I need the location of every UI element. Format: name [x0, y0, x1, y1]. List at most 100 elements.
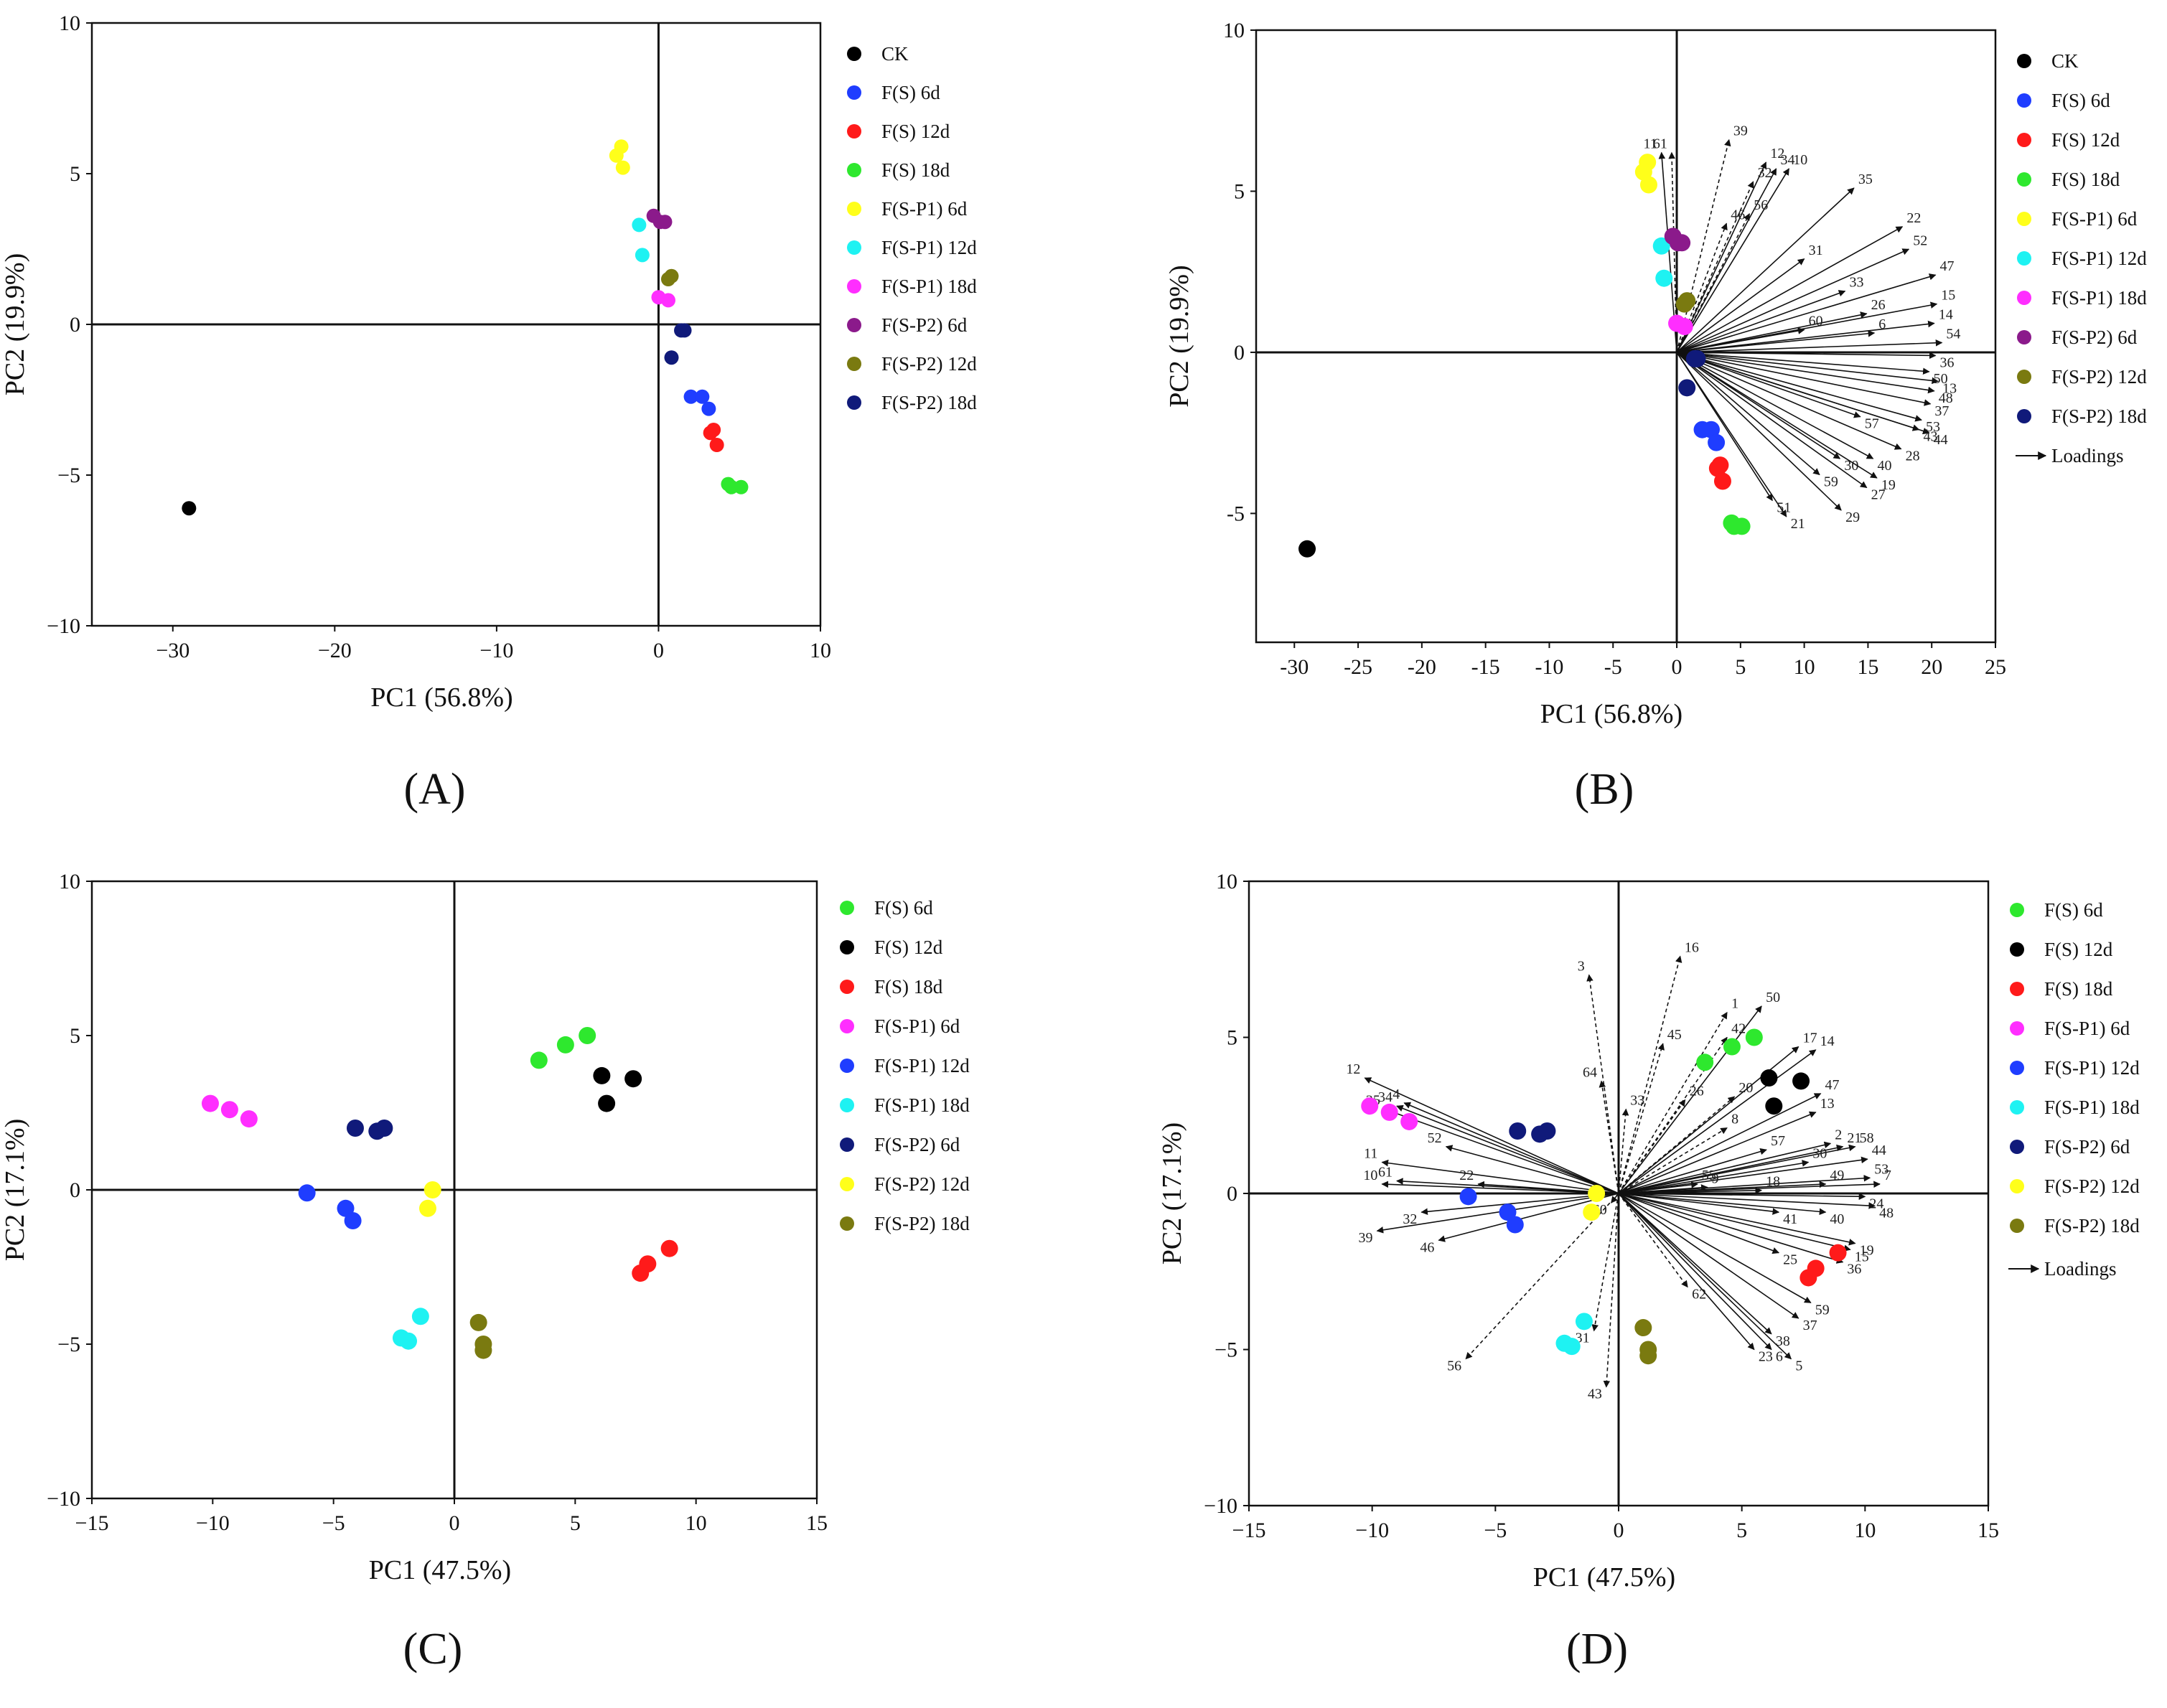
- x-tick-label: −15: [75, 1511, 109, 1535]
- x-tick-label: 5: [570, 1511, 581, 1535]
- loading-arrow: [1676, 352, 1935, 394]
- x-tick-label: -10: [1535, 655, 1563, 679]
- legend-entry: F(S) 18d: [2044, 978, 2113, 1000]
- legend-marker: [2010, 982, 2024, 996]
- loading-label: 10: [1793, 152, 1807, 168]
- legend-marker: [847, 357, 861, 371]
- y-tick-label: 0: [1234, 341, 1245, 365]
- loading-label: 59: [1824, 474, 1838, 490]
- data-point: [706, 423, 721, 437]
- y-tick-label: 5: [70, 1024, 80, 1048]
- loading-arrow: [1677, 352, 1937, 360]
- data-point: [469, 1313, 487, 1331]
- loading-arrow: [1618, 1187, 1763, 1194]
- loading-arrow: [1618, 1093, 1822, 1194]
- loading-label: 45: [1667, 1027, 1682, 1043]
- data-point: [474, 1341, 492, 1359]
- loading-label: 37: [1934, 403, 1949, 419]
- loading-arrow: [1676, 226, 1904, 353]
- data-point: [683, 389, 698, 404]
- x-tick-label: 15: [806, 1511, 828, 1535]
- loading-arrow: [1618, 1193, 1812, 1303]
- data-point: [1655, 269, 1673, 287]
- data-point: [635, 248, 650, 263]
- panel-label: (C): [403, 1625, 463, 1674]
- legend-entry: F(S) 6d: [2044, 899, 2103, 921]
- panel-a: −30 −20 −10 0 10 −10 −5 0 5 10 PC1 (56.8%) PC2 (19.…: [0, 11, 977, 814]
- data-point: [375, 1120, 393, 1137]
- loading-label: 61: [1378, 1165, 1393, 1181]
- y-tick-label: -5: [1227, 502, 1245, 525]
- loading-label: 44: [1934, 432, 1948, 448]
- legend-entry: F(S-P1) 12d: [874, 1055, 970, 1076]
- x-tick-label: 25: [1985, 655, 2006, 679]
- loading-label: 40: [1830, 1211, 1844, 1227]
- loading-label: 5: [1795, 1359, 1802, 1374]
- loading-label: 32: [1758, 165, 1772, 181]
- data-point: [632, 217, 647, 233]
- y-axis-label: PC2 (19.9%): [0, 253, 30, 395]
- legend-marker: [2010, 1100, 2024, 1115]
- legend-marker: [2017, 93, 2031, 108]
- loading-label: 52: [1428, 1130, 1442, 1146]
- data-point: [220, 1101, 238, 1119]
- data-point: [1380, 1103, 1398, 1121]
- loading-arrow: [1618, 1193, 1799, 1319]
- legend-marker: [847, 47, 861, 61]
- loading-arrow: [1599, 1080, 1619, 1194]
- panel-b: -30 -25 -20 -15 -10 -5 0 5 10 15 20 25 -5 0 5 10 PC1 (56…: [1164, 19, 2147, 814]
- loading-arrow: [1676, 181, 1754, 353]
- data-point: [615, 160, 630, 175]
- legend-entry: F(S) 6d: [2051, 90, 2110, 111]
- loading-arrow: [1618, 1111, 1817, 1194]
- loading-label: 20: [1738, 1080, 1753, 1096]
- loading-arrow: [1676, 327, 1805, 353]
- loading-label: 12: [1770, 146, 1784, 161]
- plot-frame: [1255, 29, 1997, 644]
- x-axis-label: PC1 (56.8%): [370, 682, 513, 713]
- loading-label: 15: [1855, 1249, 1869, 1264]
- legend-marker: [840, 980, 854, 994]
- loading-label: 18: [1766, 1174, 1780, 1190]
- loading-label: 46: [1420, 1239, 1434, 1255]
- data-point: [1708, 433, 1726, 451]
- loading-label: 40: [1878, 458, 1892, 474]
- loading-arrow: [1618, 1148, 1767, 1194]
- loading-label: 12: [1346, 1061, 1360, 1077]
- data-point: [346, 1120, 364, 1137]
- data-point: [579, 1027, 596, 1044]
- data-point: [657, 215, 673, 230]
- loading-arrow: [1618, 1193, 1851, 1252]
- x-tick-label: 10: [685, 1511, 707, 1535]
- loading-arrow: [1677, 339, 1943, 353]
- y-axis-label: PC2 (19.9%): [1164, 265, 1194, 407]
- data-point: [556, 1036, 574, 1054]
- legend-marker: [2010, 1021, 2024, 1036]
- legend-marker: [840, 1098, 854, 1112]
- loading-arrow: [1618, 955, 1682, 1194]
- loading-label: 13: [1820, 1096, 1835, 1112]
- loading-label: 26: [1871, 297, 1886, 313]
- loading-arrow: [1618, 1141, 1832, 1194]
- loading-label: 38: [1776, 1333, 1790, 1349]
- legend-entry: F(S) 12d: [881, 121, 950, 142]
- data-point: [240, 1110, 258, 1128]
- loading-arrow: [1618, 1193, 1866, 1201]
- data-point: [201, 1094, 219, 1112]
- x-tick-label: 20: [1921, 655, 1942, 679]
- loading-label: 11: [1364, 1146, 1377, 1162]
- loading-label: 17: [1803, 1031, 1817, 1046]
- legend-entry: F(S) 6d: [874, 897, 933, 919]
- legend-entry: F(S) 6d: [881, 82, 940, 103]
- data-point: [1807, 1259, 1825, 1277]
- loading-arrow: [1618, 1181, 1827, 1194]
- y-tick-label: −5: [57, 464, 80, 487]
- data-point: [1652, 237, 1670, 255]
- legend-marker: [2010, 942, 2024, 957]
- x-tick-label: 0: [1614, 1519, 1624, 1542]
- legend-marker: [840, 1216, 854, 1231]
- legend-entry: F(S-P2) 18d: [2044, 1215, 2140, 1237]
- loading-label: 39: [1359, 1230, 1373, 1246]
- legend-entry: F(S-P1) 6d: [2051, 208, 2138, 230]
- data-point: [1575, 1313, 1593, 1331]
